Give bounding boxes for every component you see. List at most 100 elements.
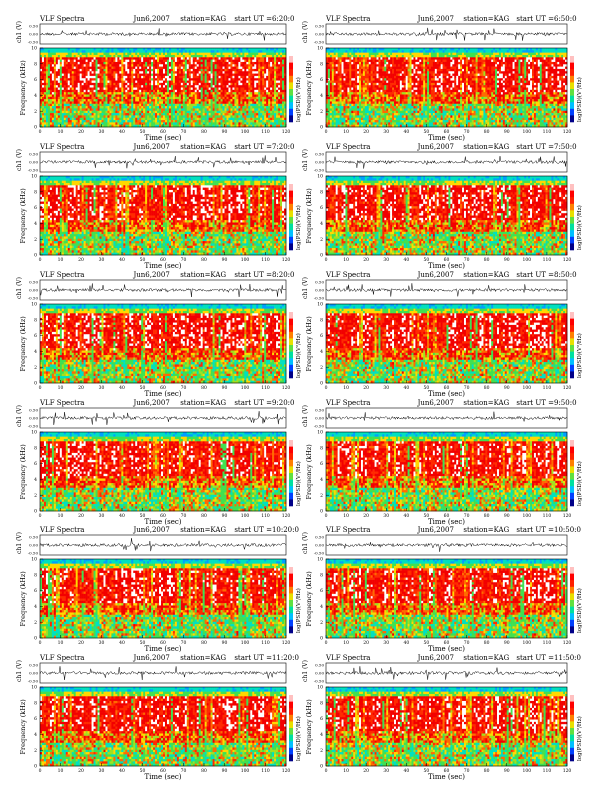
spectrogram-cell	[64, 104, 66, 107]
spectrogram-cell	[76, 81, 78, 84]
spectrogram-cell	[56, 71, 58, 74]
spectrogram-cell	[42, 55, 44, 58]
spectrogram-cell	[52, 94, 54, 97]
spectrogram-cell	[74, 118, 76, 121]
spectrogram-cell	[54, 76, 56, 79]
spectrogram-cell	[68, 106, 70, 109]
spectrogram-cell	[70, 50, 72, 53]
spectrogram-cell	[40, 90, 42, 93]
spectrogram-cell	[42, 120, 44, 123]
spectrogram-cell	[40, 120, 42, 123]
spectrogram-cell	[50, 50, 52, 53]
spectrogram-cell	[48, 97, 50, 100]
spectrogram-cell	[56, 122, 58, 125]
spectrogram-cell	[66, 57, 68, 60]
spectrogram-cell	[40, 97, 42, 100]
spectrogram-cell	[46, 57, 48, 60]
spectrogram-cell	[68, 118, 70, 121]
spectrogram-cell	[52, 101, 54, 104]
spectrogram-cell	[72, 53, 74, 56]
spectrogram-cell	[70, 76, 72, 79]
spectrogram-cell	[48, 108, 50, 111]
spectrogram-cell	[48, 57, 50, 60]
spectrogram-cell	[72, 50, 74, 53]
spectrogram-cell	[60, 88, 62, 91]
spectrogram-cell	[72, 113, 74, 116]
spectrogram-cell	[60, 108, 62, 111]
spectrogram-cell	[68, 76, 70, 79]
chart-title: VLF Spectra	[39, 15, 84, 23]
spectrogram-cell	[76, 115, 78, 118]
spectrogram-cell	[54, 92, 56, 95]
spectrogram-cell	[58, 60, 60, 63]
spectrogram-cell	[60, 69, 62, 72]
spectrogram-cell	[48, 71, 50, 74]
spectrogram-cell	[52, 74, 54, 77]
spectrogram-cell	[74, 101, 76, 104]
spectrogram-cell	[56, 118, 58, 121]
spectrogram-cell	[62, 53, 64, 56]
spectrogram-cell	[70, 122, 72, 125]
spectrogram-cell	[54, 74, 56, 77]
spectrogram-cell	[66, 81, 68, 84]
spectrogram-cell	[58, 74, 60, 77]
spectrogram-cell	[54, 50, 56, 53]
spectrogram-cell	[62, 78, 64, 81]
spectrogram-cell	[62, 85, 64, 88]
spectrogram-cell	[62, 64, 64, 67]
spectrogram-cell	[76, 92, 78, 95]
spectrogram-cell	[48, 69, 50, 72]
spectrogram-cell	[50, 57, 52, 60]
spectrogram-cell	[40, 115, 42, 118]
spectrogram-cell	[72, 83, 74, 86]
spectrogram-cell	[64, 81, 66, 84]
spectrogram-cell	[72, 94, 74, 97]
spectrogram-cell	[76, 104, 78, 107]
spectrogram-cell	[44, 60, 46, 63]
spectrogram-cell	[68, 97, 70, 100]
spectrogram-cell	[54, 111, 56, 114]
spectrogram-cell	[44, 53, 46, 56]
spectrogram-cell	[52, 53, 54, 56]
spectrogram-cell	[74, 111, 76, 114]
spectrogram-cell	[56, 83, 58, 86]
spectrogram-cell	[44, 106, 46, 109]
chart-date: Jun6,2007	[132, 15, 169, 23]
spectrogram-cell	[60, 71, 62, 74]
spectrogram-cell	[46, 85, 48, 88]
spectrogram-cell	[76, 48, 78, 51]
spectrogram-cell	[76, 118, 78, 121]
spectrogram-cell	[72, 85, 74, 88]
spectrogram-cell	[46, 99, 48, 102]
spectrogram-cell	[46, 60, 48, 63]
spectrogram-cell	[66, 94, 68, 97]
spectrogram-cell	[50, 122, 52, 125]
spectrogram-cell	[60, 64, 62, 67]
spectrogram-cell	[76, 97, 78, 100]
spectrogram-cell	[50, 71, 52, 74]
spectrogram-cell	[58, 90, 60, 93]
spectrogram-cell	[48, 50, 50, 53]
spectrogram-cell	[50, 92, 52, 95]
spectrogram-cell	[70, 113, 72, 116]
spectrogram-cell	[74, 78, 76, 81]
spectrogram-cell	[58, 108, 60, 111]
spectrogram-cell	[76, 120, 78, 123]
spectrogram-cell	[52, 111, 54, 114]
spectrogram-cell	[62, 76, 64, 79]
spectrogram-cell	[46, 53, 48, 56]
spectrogram-cell	[70, 48, 72, 51]
spectrogram-cell	[42, 122, 44, 125]
spectrogram-cell	[62, 83, 64, 86]
spectrogram-cell	[62, 122, 64, 125]
spectrogram-cell	[62, 108, 64, 111]
spectrogram-cell	[70, 67, 72, 70]
spectrogram-cell	[64, 69, 66, 72]
spectrogram-cell	[44, 76, 46, 79]
spectrogram-cell	[54, 57, 56, 60]
spectrogram-cell	[68, 64, 70, 67]
spectrogram-cell	[48, 76, 50, 79]
spectrogram-cell	[74, 57, 76, 60]
spectrogram-cell	[42, 97, 44, 100]
spectrogram-cell	[70, 99, 72, 102]
